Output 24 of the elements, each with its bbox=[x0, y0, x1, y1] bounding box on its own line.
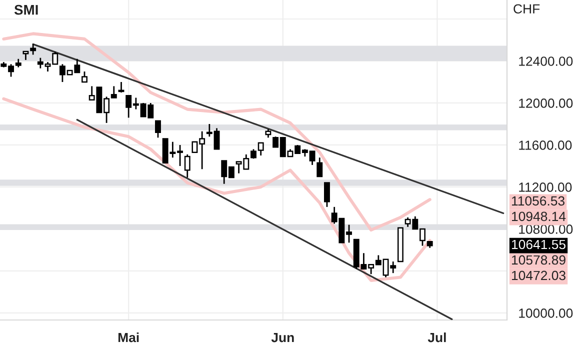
x-tick-label: Mai bbox=[118, 332, 139, 342]
candlestick bbox=[30, 44, 36, 56]
candlestick bbox=[324, 182, 330, 208]
y-tick-label: 11600.00 bbox=[519, 140, 572, 150]
text: 10472.03 bbox=[512, 270, 566, 280]
y-axis-title: CHF bbox=[514, 4, 540, 14]
text: 10641.55 bbox=[512, 240, 566, 250]
line-series bbox=[2, 32, 432, 232]
candlestick bbox=[118, 81, 124, 94]
candlestick bbox=[184, 154, 190, 178]
y-tick-label: 12000.00 bbox=[519, 98, 573, 108]
text: 10578.89 bbox=[512, 255, 566, 265]
x-tick-label: Jul bbox=[428, 332, 446, 342]
candlestick bbox=[155, 120, 161, 138]
y-tick-label: 11200.00 bbox=[519, 182, 572, 192]
y-tick-label: 10000.00 bbox=[519, 308, 573, 318]
y-tick-label: 10800.00 bbox=[519, 224, 573, 234]
candlestick bbox=[82, 70, 88, 83]
y-tick-label: 12400.00 bbox=[519, 56, 573, 66]
candlestick bbox=[316, 156, 323, 178]
x-tick-label: Jun bbox=[271, 332, 294, 342]
text: 11056.53 bbox=[512, 196, 564, 206]
chart-title: SMI bbox=[14, 4, 38, 15]
text: 10948.14 bbox=[512, 212, 566, 222]
